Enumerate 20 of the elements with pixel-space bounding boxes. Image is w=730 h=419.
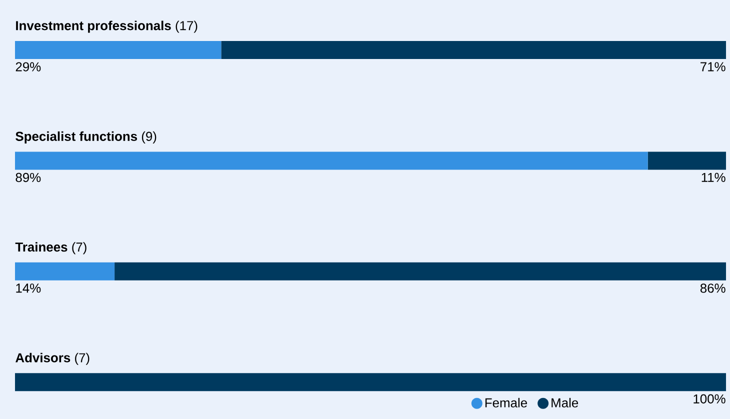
y-tick-label: Investment professionals (17) bbox=[16, 20, 198, 33]
bar bbox=[15, 152, 648, 170]
bar bbox=[15, 41, 222, 60]
bar bbox=[15, 262, 115, 280]
y-tick-label: Specialist functions (9) bbox=[16, 131, 156, 144]
y-tick-label: Trainees (7) bbox=[15, 242, 86, 254]
bar bbox=[114, 262, 726, 280]
legend-label: Female bbox=[485, 398, 527, 408]
bar bbox=[648, 152, 726, 170]
legend-label: Male bbox=[552, 398, 578, 408]
data-label: 89% bbox=[16, 172, 41, 182]
data-label: 71% bbox=[700, 62, 726, 72]
bar bbox=[221, 41, 726, 60]
data-label: 86% bbox=[700, 284, 726, 293]
bar bbox=[15, 373, 726, 392]
data-label: 14% bbox=[16, 284, 41, 293]
data-label: 29% bbox=[16, 62, 41, 72]
data-label: 11% bbox=[702, 172, 726, 182]
y-tick-label: Advisors (7) bbox=[16, 352, 90, 365]
data-label: 100% bbox=[694, 394, 726, 404]
